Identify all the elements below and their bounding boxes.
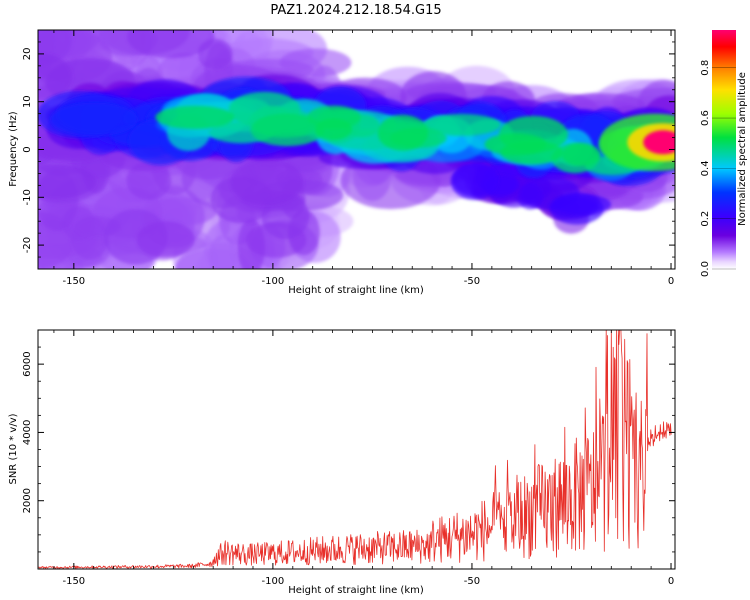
snr-ylabel: SNR (10 * v/v) (8, 413, 19, 484)
colorbar-tick-label: 0.8 (700, 60, 711, 76)
heatmap-cell (136, 221, 195, 258)
heatmap-cell (261, 194, 310, 240)
x-tick-label: 0 (668, 576, 674, 587)
heatmap-cell (643, 130, 675, 155)
heatmap-cell (155, 105, 235, 129)
colorbar-gradient (712, 30, 736, 269)
heatmap-cell (315, 118, 352, 141)
y-tick-label: 10 (22, 95, 33, 108)
spectrogram-xlabel: Height of straight line (km) (288, 285, 424, 296)
x-tick-label: -100 (262, 576, 285, 587)
spectrogram-ylabel: Frequency (Hz) (8, 111, 19, 187)
heatmap-cell (484, 133, 547, 156)
y-tick-label: -20 (22, 237, 33, 253)
heatmap-cell (126, 161, 172, 201)
x-tick-label: -150 (62, 276, 85, 287)
snr-series-line (38, 330, 672, 569)
snr-panel: -150 -100 -50 0 2000 4000 6000 Height of strai… (8, 329, 676, 596)
spectrogram-heatmap (38, 30, 675, 269)
y-tick-label: 4000 (22, 420, 33, 445)
y-tick-label: 2000 (22, 488, 33, 513)
heatmap-cell (50, 102, 138, 137)
snr-plot-area (38, 330, 672, 569)
heatmap-cell (553, 194, 612, 215)
snr-ticks: -150 -100 -50 0 2000 4000 6000 (22, 329, 675, 587)
colorbar-tick-label: 0.0 (700, 261, 711, 277)
colorbar: 0.0 0.2 0.4 0.6 0.8 Normalized spectral ampl… (700, 30, 748, 277)
colorbar-tick-label: 0.6 (700, 110, 711, 126)
x-tick-label: -50 (464, 276, 480, 287)
y-tick-label: 20 (22, 48, 33, 61)
colorbar-tick-label: 0.2 (700, 211, 711, 227)
snr-xlabel: Height of straight line (km) (288, 585, 424, 596)
heatmap-cell (38, 164, 97, 199)
y-tick-label: 6000 (22, 351, 33, 376)
x-tick-label: -150 (62, 576, 85, 587)
colorbar-ticks: 0.0 0.2 0.4 0.6 0.8 (700, 60, 736, 277)
heatmap-cell (561, 143, 601, 167)
colorbar-label: Normalized spectral amplitude (737, 72, 748, 226)
heatmap-cell (423, 113, 501, 136)
x-tick-label: -50 (464, 576, 480, 587)
heatmap-cell (250, 113, 325, 147)
y-tick-label: 0 (22, 146, 33, 152)
y-tick-label: -10 (22, 189, 33, 205)
heatmap-cell (517, 183, 543, 210)
heatmap-cell (230, 158, 304, 206)
colorbar-tick-label: 0.4 (700, 160, 711, 176)
heatmap-cell (38, 54, 73, 100)
figure-title: PAZ1.2024.212.18.54.G15 (270, 3, 441, 18)
x-tick-label: -100 (262, 276, 285, 287)
x-tick-label: 0 (668, 276, 674, 287)
heatmap-cell (208, 235, 237, 269)
heatmap-cell (127, 30, 215, 59)
heatmap-cell (450, 163, 499, 200)
heatmap-cell (377, 114, 429, 151)
